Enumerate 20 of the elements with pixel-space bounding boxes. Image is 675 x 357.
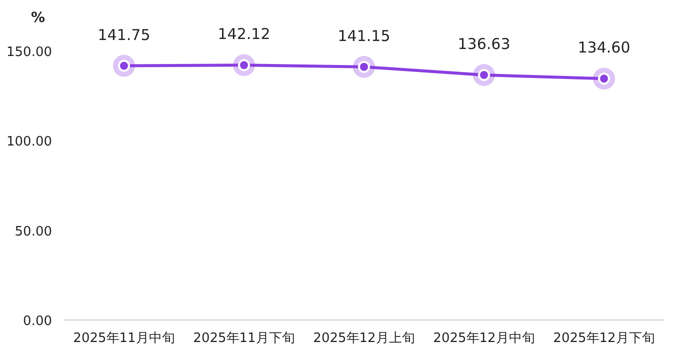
y-tick-label: 50.00 <box>14 224 52 240</box>
data-label: 142.12 <box>218 25 270 44</box>
x-tick-label: 2025年12月中旬 <box>433 331 535 346</box>
y-tick-label: 100.00 <box>6 134 52 150</box>
point <box>593 68 615 90</box>
data-label: 141.15 <box>338 26 390 45</box>
data-label: 134.60 <box>578 38 630 57</box>
y-tick-label: 0.00 <box>23 314 52 329</box>
point <box>113 54 135 77</box>
data-label: 141.75 <box>98 26 150 44</box>
x-tick-label: 2025年11月下旬 <box>193 331 295 346</box>
y-tick-label: 150.00 <box>6 45 52 60</box>
data-label: 136.63 <box>458 34 510 53</box>
point <box>233 54 255 76</box>
y-axis-title: % <box>30 10 46 26</box>
point <box>353 56 375 78</box>
x-tick-label: 2025年12月上旬 <box>313 331 415 346</box>
point <box>473 64 495 86</box>
x-tick-label: 2025年11月中旬 <box>73 331 175 346</box>
x-tick-label: 2025年12月下旬 <box>553 331 655 346</box>
